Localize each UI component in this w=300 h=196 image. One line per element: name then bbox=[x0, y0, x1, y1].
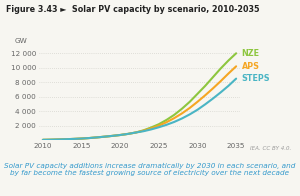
Text: STEPS: STEPS bbox=[242, 74, 270, 83]
Text: Figure 3.43 ►  Solar PV capacity by scenario, 2010-2035: Figure 3.43 ► Solar PV capacity by scena… bbox=[6, 5, 260, 14]
Text: IEA. CC BY 4.0.: IEA. CC BY 4.0. bbox=[250, 146, 291, 151]
Y-axis label: GW: GW bbox=[14, 38, 27, 44]
Text: NZE: NZE bbox=[242, 49, 260, 58]
Text: APS: APS bbox=[242, 62, 260, 71]
Text: Solar PV capacity additions increase dramatically by 2030 in each scenario, and
: Solar PV capacity additions increase dra… bbox=[4, 163, 296, 176]
